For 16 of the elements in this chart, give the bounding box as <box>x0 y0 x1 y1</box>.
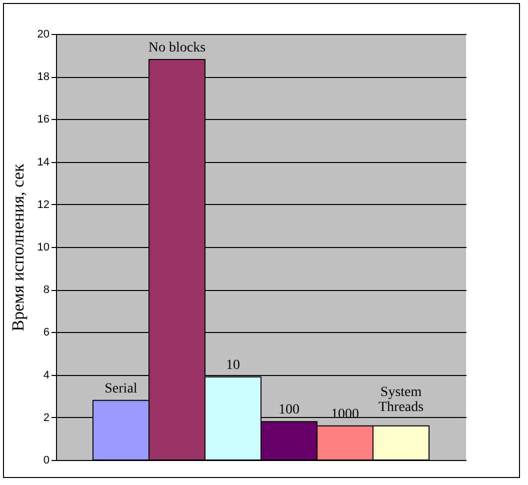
y-tick-label: 20 <box>37 28 50 40</box>
x-tick-label: 100 <box>278 402 300 418</box>
y-tick-label: 6 <box>43 326 50 339</box>
x-tick-label: System Threads <box>378 384 424 415</box>
y-tick-label: 16 <box>37 114 50 126</box>
y-tick-label: 18 <box>37 71 50 84</box>
y-tick-label: 14 <box>37 156 50 168</box>
y-tick-label: 4 <box>43 369 50 382</box>
y-tick-label: 12 <box>37 198 50 211</box>
y-tick-label: 0 <box>43 454 50 466</box>
y-tick-label: 10 <box>37 242 50 254</box>
y-axis-title: Время исполнения, сек <box>8 163 28 332</box>
y-tick-label: 2 <box>43 412 50 424</box>
y-tick-label: 8 <box>43 284 50 296</box>
x-tick-label: No blocks <box>148 40 206 56</box>
x-tick-label: Serial <box>104 381 138 396</box>
